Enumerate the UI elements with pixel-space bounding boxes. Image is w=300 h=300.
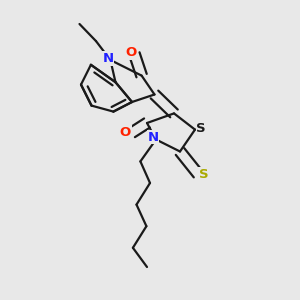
Text: S: S — [196, 122, 206, 135]
Text: S: S — [199, 167, 208, 181]
Text: N: N — [147, 130, 159, 144]
Text: N: N — [102, 52, 114, 65]
Text: O: O — [120, 126, 131, 139]
Text: O: O — [126, 46, 137, 59]
